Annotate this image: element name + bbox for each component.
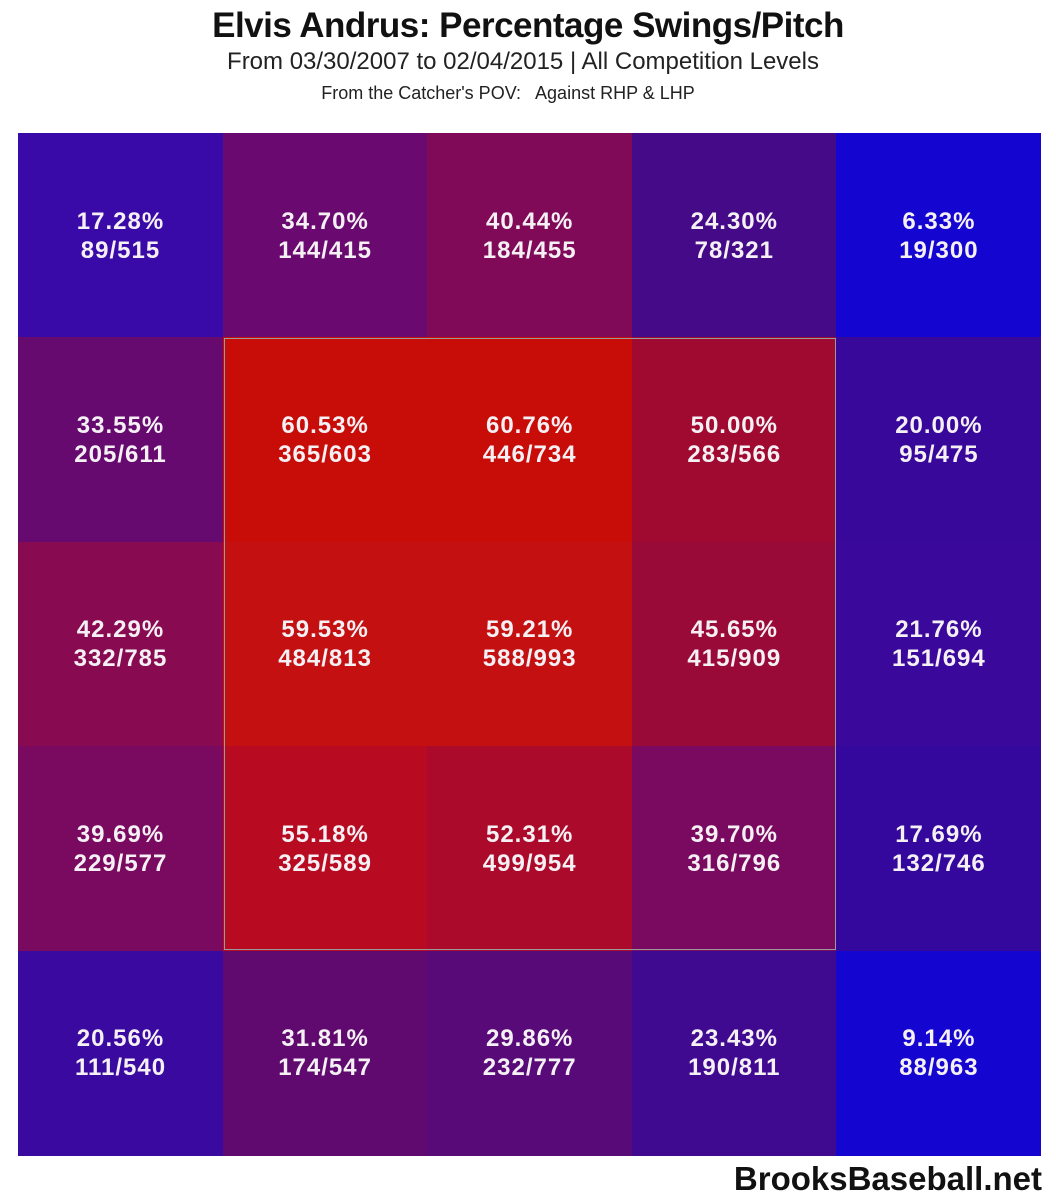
cell-percentage: 29.86% xyxy=(485,1025,574,1053)
cell-ratio: 325/589 xyxy=(278,849,372,877)
heatmap-cell: 20.00% 95/475 xyxy=(836,337,1042,543)
cell-ratio: 144/415 xyxy=(278,236,372,264)
heatmap-cell: 20.56% 111/540 xyxy=(18,950,223,1156)
watermark: BrooksBaseball.net xyxy=(733,1160,1042,1197)
heatmap-cell: 17.28% 89/515 xyxy=(18,133,223,338)
cell-ratio: 78/321 xyxy=(694,236,774,264)
chart-subtitle: From 03/30/2007 to 02/04/2015 | All Comp… xyxy=(227,48,819,75)
cell-ratio: 446/734 xyxy=(482,440,577,468)
heatmap-cell: 31.81% 174/547 xyxy=(222,950,428,1156)
cell-percentage: 60.53% xyxy=(281,411,369,439)
cell-ratio: 316/796 xyxy=(687,849,782,877)
cell-percentage: 59.21% xyxy=(485,616,574,644)
cell-percentage: 40.44% xyxy=(485,207,574,235)
heatmap-cell: 34.70% 144/415 xyxy=(222,133,428,338)
cell-ratio: 499/954 xyxy=(482,849,577,877)
heatmap-cell: 59.53% 484/813 xyxy=(222,541,428,747)
heatmap-cell: 39.70% 316/796 xyxy=(631,746,837,952)
heatmap-cell: 33.55% 205/611 xyxy=(18,337,223,543)
heatmap-grid: 17.28% 89/515 34.70% 144/415 40.44% 184/455 24… xyxy=(18,133,1042,1156)
cell-ratio: 484/813 xyxy=(278,645,372,673)
cell-ratio: 151/694 xyxy=(892,645,986,673)
heatmap-cell: 6.33% 19/300 xyxy=(836,133,1042,338)
cell-percentage: 17.28% xyxy=(76,207,165,235)
heatmap-cell: 42.29% 332/785 xyxy=(18,541,223,747)
cell-percentage: 50.00% xyxy=(690,411,778,439)
heatmap-cell: 17.69% 132/746 xyxy=(836,746,1042,952)
cell-percentage: 55.18% xyxy=(281,820,369,848)
cell-percentage: 21.76% xyxy=(895,616,983,644)
heatmap-cell: 52.31% 499/954 xyxy=(427,746,633,952)
heatmap-cell: 23.43% 190/811 xyxy=(631,950,837,1156)
chart-subtitle-pov: From the Catcher's POV: Against RHP & LH… xyxy=(321,83,695,103)
heatmap-cell: 39.69% 229/577 xyxy=(18,746,223,952)
cell-ratio: 89/515 xyxy=(80,236,161,264)
cell-percentage: 39.69% xyxy=(76,820,165,848)
cell-percentage: 59.53% xyxy=(281,616,369,644)
cell-percentage: 45.65% xyxy=(690,616,778,644)
cell-percentage: 60.76% xyxy=(485,411,574,439)
heatmap-cell: 24.30% 78/321 xyxy=(631,133,837,338)
cell-ratio: 365/603 xyxy=(278,440,372,468)
cell-ratio: 19/300 xyxy=(899,236,979,264)
cell-percentage: 9.14% xyxy=(902,1025,976,1053)
cell-percentage: 24.30% xyxy=(690,207,778,235)
cell-percentage: 33.55% xyxy=(76,411,165,439)
heatmap-cell: 60.76% 446/734 xyxy=(427,337,633,543)
cell-ratio: 283/566 xyxy=(687,440,782,468)
heatmap-cell: 60.53% 365/603 xyxy=(222,337,428,543)
cell-percentage: 17.69% xyxy=(895,820,983,848)
heatmap-cell: 45.65% 415/909 xyxy=(631,541,837,747)
cell-ratio: 190/811 xyxy=(688,1054,781,1082)
heatmap-cell: 59.21% 588/993 xyxy=(427,541,633,747)
cell-percentage: 39.70% xyxy=(690,820,778,848)
heatmap-cell: 29.86% 232/777 xyxy=(427,950,633,1156)
heatmap-cell: 40.44% 184/455 xyxy=(427,133,633,338)
cell-ratio: 111/540 xyxy=(74,1054,167,1082)
cell-ratio: 132/746 xyxy=(892,849,986,877)
cell-percentage: 34.70% xyxy=(281,207,369,235)
heatmap-cell: 9.14% 88/963 xyxy=(836,950,1042,1156)
cell-ratio: 184/455 xyxy=(482,236,577,264)
cell-percentage: 20.56% xyxy=(76,1025,165,1053)
cell-ratio: 415/909 xyxy=(687,645,782,673)
heatmap-cell: 55.18% 325/589 xyxy=(222,746,428,952)
cell-ratio: 88/963 xyxy=(899,1054,979,1082)
cell-percentage: 31.81% xyxy=(281,1025,369,1053)
cell-percentage: 20.00% xyxy=(895,411,983,439)
cell-ratio: 232/777 xyxy=(482,1054,577,1082)
cell-percentage: 42.29% xyxy=(76,616,165,644)
cell-ratio: 588/993 xyxy=(482,645,577,673)
cell-percentage: 52.31% xyxy=(485,820,574,848)
cell-percentage: 6.33% xyxy=(902,207,976,235)
heatmap-cell: 21.76% 151/694 xyxy=(836,541,1042,747)
cell-ratio: 95/475 xyxy=(899,440,979,468)
chart-title: Elvis Andrus: Percentage Swings/Pitch xyxy=(212,6,844,45)
cell-ratio: 332/785 xyxy=(73,645,168,673)
cell-ratio: 205/611 xyxy=(74,440,167,468)
heatmap-cell: 50.00% 283/566 xyxy=(631,337,837,543)
cell-ratio: 229/577 xyxy=(73,849,168,877)
cell-percentage: 23.43% xyxy=(690,1025,778,1053)
cell-ratio: 174/547 xyxy=(278,1054,372,1082)
